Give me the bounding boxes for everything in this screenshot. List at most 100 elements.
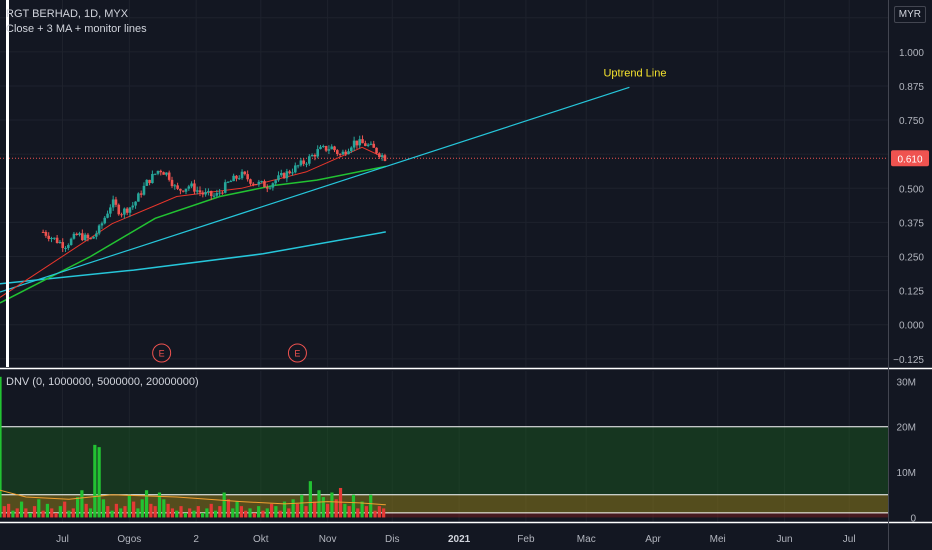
ma-mid-line bbox=[0, 165, 386, 304]
candle-body bbox=[137, 193, 140, 202]
volume-bar bbox=[80, 490, 84, 518]
candle-body bbox=[148, 179, 151, 184]
volume-bar bbox=[282, 501, 287, 518]
volume-bar bbox=[313, 501, 317, 518]
volume-bar bbox=[347, 506, 351, 518]
candle-body bbox=[53, 237, 56, 239]
volume-bar bbox=[300, 494, 304, 518]
volume-tick-label: 10M bbox=[897, 468, 916, 479]
candle-body bbox=[106, 213, 109, 218]
volume-bar bbox=[269, 503, 274, 518]
candle-body bbox=[83, 234, 87, 241]
volume-bar bbox=[274, 506, 278, 518]
candle-body bbox=[162, 172, 165, 175]
volume-zones bbox=[0, 426, 888, 518]
volume-bar bbox=[67, 510, 71, 518]
volume-bar bbox=[222, 492, 226, 518]
candle-body bbox=[86, 234, 90, 239]
volume-bar bbox=[114, 503, 118, 518]
candle-body bbox=[151, 173, 154, 184]
candle-body bbox=[128, 207, 132, 213]
volume-bar bbox=[317, 490, 321, 518]
candle-body bbox=[333, 146, 336, 151]
earnings-marker[interactable] bbox=[287, 343, 307, 363]
volume-tick-label: 30M bbox=[897, 377, 916, 388]
price-candles bbox=[41, 135, 387, 253]
volume-bar bbox=[153, 506, 157, 518]
candle-body bbox=[279, 173, 283, 176]
volume-bar bbox=[54, 512, 58, 518]
earnings-marker-label[interactable]: E bbox=[159, 349, 165, 359]
earnings-marker[interactable] bbox=[152, 343, 172, 363]
uptrend-line bbox=[0, 86, 630, 293]
time-tick-label: Dis bbox=[385, 534, 399, 545]
candle-body bbox=[268, 187, 272, 189]
volume-tick-label: 20M bbox=[897, 423, 916, 434]
candle-body bbox=[260, 181, 263, 183]
volume-bar bbox=[201, 512, 205, 518]
volume-bar bbox=[369, 494, 373, 518]
volume-bar bbox=[231, 508, 235, 518]
volume-bar bbox=[360, 501, 364, 518]
volume-bars bbox=[0, 376, 386, 518]
candle-body bbox=[215, 193, 219, 196]
earnings-marker-label[interactable]: E bbox=[294, 349, 300, 359]
candle-body bbox=[184, 188, 188, 192]
volume-indicator-title[interactable]: DNV (0, 1000000, 5000000, 20000000) bbox=[6, 376, 199, 388]
price-lines bbox=[0, 86, 888, 304]
volume-bar bbox=[11, 510, 15, 518]
candle-body bbox=[265, 187, 269, 189]
price-tick-label: 0.875 bbox=[899, 82, 924, 93]
candle-body bbox=[72, 233, 76, 239]
price-tick-label: 1.000 bbox=[899, 48, 924, 59]
volume-bar bbox=[15, 508, 19, 518]
volume-bar bbox=[123, 506, 127, 518]
currency-badge[interactable]: MYR bbox=[893, 6, 926, 23]
volume-bar bbox=[58, 506, 62, 518]
candle-body bbox=[358, 139, 362, 146]
volume-bar bbox=[19, 501, 24, 518]
candle-body bbox=[293, 165, 297, 173]
volume-bar bbox=[308, 481, 312, 518]
axis-labels: 1.1251.0000.8750.7500.6250.5000.3750.250… bbox=[56, 14, 929, 545]
candle-body bbox=[369, 143, 373, 145]
volume-bar bbox=[356, 508, 360, 518]
candle-body bbox=[159, 170, 163, 173]
candle-body bbox=[263, 181, 266, 188]
candle-body bbox=[361, 139, 364, 144]
price-tick-label: 0.500 bbox=[899, 184, 924, 195]
candle-body bbox=[282, 173, 286, 179]
candle-body bbox=[237, 178, 241, 180]
uptrend-annotation[interactable]: Uptrend Line bbox=[603, 67, 666, 79]
volume-bar bbox=[183, 512, 187, 518]
volume-bar bbox=[84, 503, 88, 518]
candle-body bbox=[313, 154, 317, 157]
candle-body bbox=[378, 153, 381, 157]
candle-body bbox=[190, 183, 193, 187]
ma-short-line bbox=[0, 146, 387, 298]
volume-bar bbox=[144, 490, 149, 518]
indicator-title[interactable]: Close + 3 MA + monitor lines bbox=[6, 23, 147, 35]
candle-body bbox=[246, 174, 249, 180]
candle-body bbox=[64, 247, 67, 249]
volume-bar bbox=[373, 510, 377, 518]
candle-body bbox=[55, 237, 59, 243]
candle-body bbox=[134, 201, 137, 206]
candle-body bbox=[97, 225, 101, 234]
zone-high bbox=[0, 426, 888, 495]
candle-body bbox=[380, 155, 384, 157]
candle-body bbox=[173, 185, 177, 187]
volume-bar bbox=[75, 497, 80, 518]
time-tick-label: Ogos bbox=[117, 534, 141, 545]
candle-body bbox=[218, 192, 221, 194]
volume-bar bbox=[326, 503, 330, 518]
volume-bar bbox=[97, 447, 101, 518]
candle-body bbox=[324, 145, 328, 151]
volume-bar bbox=[110, 510, 114, 518]
symbol-title[interactable]: RGT BERHAD, 1D, MYX bbox=[6, 8, 129, 20]
price-tick-label: 0.125 bbox=[899, 287, 924, 298]
candle-body bbox=[61, 242, 65, 249]
